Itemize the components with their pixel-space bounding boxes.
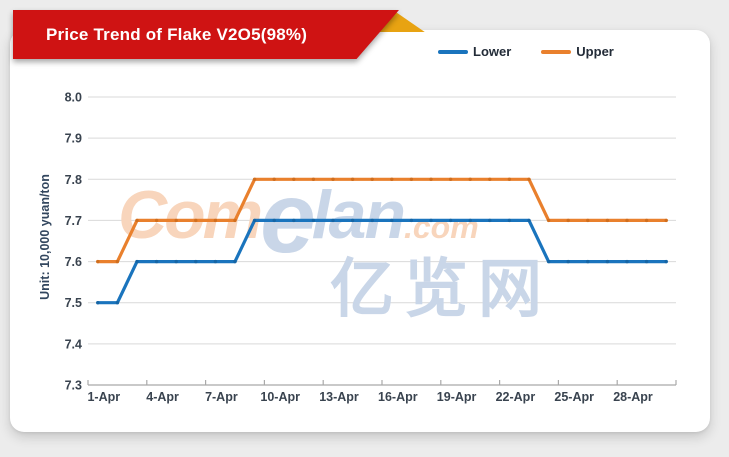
chart-legend: Lower Upper [438,44,614,59]
lower-series-swatch [438,49,468,54]
title-banner: Price Trend of Flake V2O5(98%) [13,10,399,59]
legend-label-lower: Lower [473,44,512,59]
legend-item-upper: Upper [541,44,614,59]
legend-label-upper: Upper [576,44,614,59]
upper-series-swatch [541,49,572,54]
page-title: Price Trend of Flake V2O5(98%) [46,24,308,44]
legend-item-lower: Lower [438,44,511,59]
chart-card [10,30,710,432]
